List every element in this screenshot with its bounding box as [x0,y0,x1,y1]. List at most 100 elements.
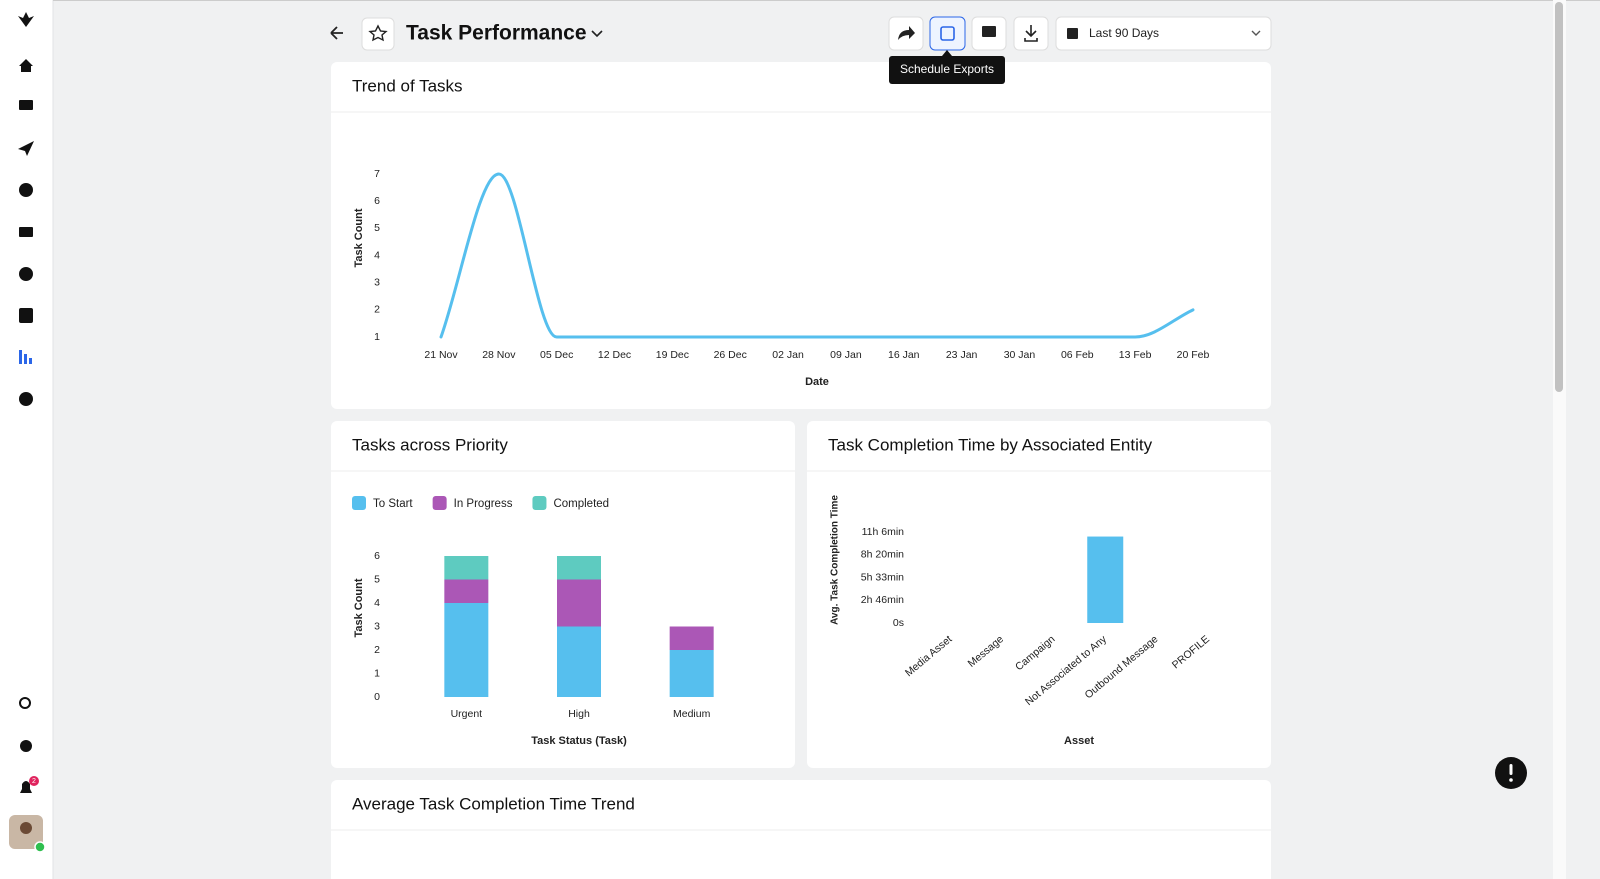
scrollbar-thumb[interactable] [1555,2,1563,392]
date-range-select[interactable] [1055,16,1272,51]
ticket-icon[interactable] [19,227,33,237]
bar-segment [557,579,601,627]
x-axis-title: Asset [1064,735,1094,747]
legend-swatch [352,496,366,510]
contact-icon[interactable] [19,308,33,323]
y-tick-label: 2 [374,644,380,656]
date-range-label: Last 90 Days [1089,26,1159,40]
x-tick-label: 23 Jan [946,349,978,361]
bar [1087,536,1124,623]
x-tick-label: 30 Jan [1004,349,1036,361]
y-tick-label: 5 [374,222,380,234]
back-button[interactable] [330,26,343,40]
x-tick-label: 06 Feb [1061,349,1094,361]
analytics-icon[interactable] [19,350,32,364]
y-tick-label: 8h 20min [861,549,904,561]
x-tick-label: 05 Dec [540,349,573,361]
notification-badge [29,776,39,786]
y-tick-label: 3 [374,620,380,632]
x-tick-label: Urgent [451,708,483,720]
y-tick-label: 2h 46min [861,594,904,606]
help-icon-dot [1509,778,1513,782]
y-tick-label: 1 [374,331,380,343]
x-tick-label: Medium [673,708,711,720]
y-tick-label: 2 [374,304,380,316]
legend-label: To Start [373,498,413,510]
bar-segment [444,603,489,697]
y-tick-label: 1 [374,667,380,679]
title-dropdown[interactable] [591,30,603,38]
panels: Average Task Completion Time Trend [331,62,1271,879]
trend-line [439,172,1195,339]
y-tick-label: 7 [374,168,380,180]
chart: Trend of Tasks 1 2 3 4 5 6 7 21 Nov 28 Nov 05 Dec 1… [352,76,1209,387]
x-tick-label: 09 Jan [830,349,862,361]
bar-segment [557,556,601,580]
x-tick-label: 28 Nov [482,349,516,361]
tooltip-text: Schedule Exports [900,62,994,76]
y-tick-label: 5h 33min [861,571,904,583]
x-tick-label: 19 Dec [656,349,689,361]
x-tick-label: 13 Feb [1119,349,1152,361]
page-title: Task Performance [406,22,587,45]
avatar-face [20,822,32,834]
search-icon[interactable] [19,697,31,709]
x-tick-label: 21 Nov [424,349,458,361]
y-tick-label: 6 [374,550,380,562]
panel-title: Trend of Tasks [352,76,463,95]
settings-icon[interactable] [20,740,32,752]
y-tick-label: 11h 6min [862,526,905,538]
x-tick-label: 12 Dec [598,349,631,361]
y-tick-label: 5 [374,573,380,585]
share-icon [898,26,915,40]
bell-icon[interactable] [20,781,32,793]
tooltip [889,56,1005,84]
legend-swatch [532,496,547,510]
add-icon[interactable] [19,392,33,406]
chat-icon[interactable] [19,100,33,110]
bar-icon-part [19,350,22,364]
y-tick-label: 0 [374,691,380,703]
chart: Tasks across Priority 0 1 2 3 4 5 6 Urgent High Me… [352,435,714,747]
y-tick-label: 4 [374,249,380,261]
y-tick-label: 6 [374,195,380,207]
schedule-export-button[interactable] [929,16,966,51]
online-dot [34,841,46,853]
bar-segment [557,626,601,697]
panel-title: Task Completion Time by Associated Entit… [828,435,1153,454]
legend-label: In Progress [454,498,513,510]
y-axis-title: Task Count [353,578,365,637]
globe-icon[interactable] [19,267,33,281]
bar-icon-part [24,354,27,364]
x-axis-title: Date [805,376,829,388]
download-icon [1024,25,1038,42]
x-axis-title: Task Status (Task) [531,735,627,747]
legend-label: Completed [553,498,609,510]
x-tick-label: 26 Dec [714,349,747,361]
send-icon[interactable] [18,141,34,156]
home-icon[interactable] [19,59,33,72]
y-tick-label: 0s [893,617,904,629]
bar-segment [669,626,714,650]
schedule-icon [940,26,955,41]
y-tick-label: 4 [374,597,380,609]
y-axis-title: Avg. Task Completion Time [830,495,841,625]
panel-title: Tasks across Priority [352,435,508,454]
bar-segment [444,556,489,580]
date-dropdown-arrow [1251,30,1261,36]
check-icon[interactable] [19,183,33,197]
notification-count: 2 [32,778,36,785]
x-tick-label: 16 Jan [888,349,920,361]
y-axis-title: Task Count [353,208,365,267]
panel [331,62,1271,409]
star-icon [368,24,388,42]
sidebar-icons [18,12,34,793]
present-icon [982,26,996,37]
favorite-button[interactable] [361,17,395,51]
bar-segment [444,579,489,603]
help-icon [1509,764,1513,775]
legend-swatch [432,496,447,510]
x-tick-label: High [568,708,590,720]
